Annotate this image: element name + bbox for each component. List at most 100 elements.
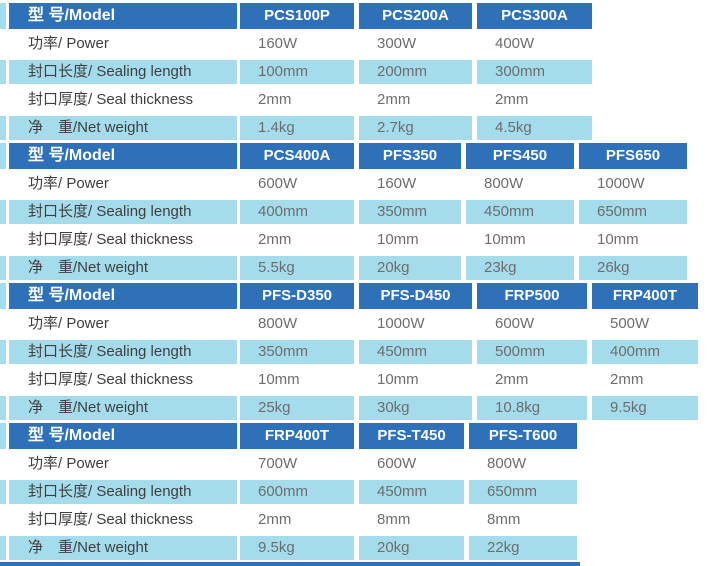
spec-value-cell: 600W — [477, 312, 587, 336]
spec-value-cell: 20kg — [359, 256, 461, 280]
spec-section-2: 型 号/Model PCS400A PFS350 PFS450 PFS650 功率/ Po… — [0, 142, 707, 282]
left-stripe — [0, 340, 6, 364]
left-stripe — [0, 60, 6, 84]
model-name-cell: PFS-D350 — [240, 283, 354, 309]
spec-value-cell: 2mm — [240, 228, 354, 252]
spec-value-cell: 2mm — [477, 88, 592, 112]
spec-value-cell: 2mm — [477, 368, 587, 392]
model-header-label: 型 号/Model — [9, 423, 237, 449]
row-label: 封口长度/ Sealing length — [9, 200, 237, 224]
row-label: 功率/ Power — [9, 32, 237, 56]
model-header-label: 型 号/Model — [9, 143, 237, 169]
row-label: 封口长度/ Sealing length — [9, 480, 237, 504]
model-name-cell: PFS-T600 — [469, 423, 577, 449]
spec-value-cell: 160W — [359, 172, 461, 196]
spec-value-cell: 650mm — [469, 480, 577, 504]
row-label: 净 重/Net weight — [9, 116, 237, 140]
spec-value-cell: 600W — [240, 172, 354, 196]
spec-section-3: 型 号/Model PFS-D350 PFS-D450 FRP500 FRP400T 功率… — [0, 282, 707, 422]
left-stripe — [0, 396, 6, 420]
spec-value-cell: 400mm — [240, 200, 354, 224]
row-label: 功率/ Power — [9, 312, 237, 336]
spec-value-cell: 2.7kg — [359, 116, 472, 140]
model-header-label: 型 号/Model — [9, 3, 237, 29]
model-name-cell: PFS450 — [466, 143, 574, 169]
spec-value-cell: 2mm — [592, 368, 698, 392]
row-label: 功率/ Power — [9, 452, 237, 476]
spec-row: 封口厚度/ Seal thickness 2mm 8mm 8mm — [0, 506, 707, 534]
spec-value-cell: 1.4kg — [240, 116, 354, 140]
spec-value-cell: 350mm — [240, 340, 354, 364]
model-header-row: 型 号/Model PCS100P PCS200A PCS300A — [0, 2, 707, 30]
spec-value-cell: 9.5kg — [240, 536, 354, 560]
spec-row: 封口长度/ Sealing length 600mm 450mm 650mm — [0, 478, 707, 506]
spec-row: 净 重/Net weight 9.5kg 20kg 22kg — [0, 534, 707, 562]
row-label: 净 重/Net weight — [9, 256, 237, 280]
row-label: 功率/ Power — [9, 172, 237, 196]
model-header-row: 型 号/Model PCS400A PFS350 PFS450 PFS650 — [0, 142, 707, 170]
spec-row: 净 重/Net weight 1.4kg 2.7kg 4.5kg — [0, 114, 707, 142]
spec-value-cell: 800W — [469, 452, 577, 476]
spec-value-cell: 9.5kg — [592, 396, 698, 420]
spec-value-cell: 200mm — [359, 60, 472, 84]
spec-value-cell: 160W — [240, 32, 354, 56]
table-bottom-border — [0, 562, 580, 566]
left-stripe — [0, 312, 6, 336]
model-name-cell: FRP500 — [477, 283, 587, 309]
model-name-cell: FRP400T — [592, 283, 698, 309]
spec-value-cell: 1000W — [359, 312, 472, 336]
left-stripe — [0, 32, 6, 56]
left-stripe — [0, 508, 6, 532]
row-label: 封口厚度/ Seal thickness — [9, 368, 237, 392]
spec-value-cell: 4.5kg — [477, 116, 592, 140]
spec-row: 封口长度/ Sealing length 100mm 200mm 300mm — [0, 58, 707, 86]
spec-value-cell: 450mm — [466, 200, 574, 224]
spec-value-cell: 2mm — [240, 88, 354, 112]
spec-row: 功率/ Power 800W 1000W 600W 500W — [0, 310, 707, 338]
spec-row: 封口厚度/ Seal thickness 10mm 10mm 2mm 2mm — [0, 366, 707, 394]
left-stripe — [0, 116, 6, 140]
spec-value-cell: 500mm — [477, 340, 587, 364]
model-name-cell: PFS-T450 — [359, 423, 464, 449]
spec-row: 功率/ Power 600W 160W 800W 1000W — [0, 170, 707, 198]
left-stripe — [0, 256, 6, 280]
spec-value-cell: 10.8kg — [477, 396, 587, 420]
row-label: 封口长度/ Sealing length — [9, 60, 237, 84]
row-label: 净 重/Net weight — [9, 396, 237, 420]
left-stripe — [0, 88, 6, 112]
spec-value-cell: 100mm — [240, 60, 354, 84]
spec-value-cell: 23kg — [466, 256, 574, 280]
left-stripe — [0, 200, 6, 224]
spec-value-cell: 400W — [477, 32, 592, 56]
left-stripe — [0, 172, 6, 196]
spec-value-cell: 10mm — [240, 368, 354, 392]
left-stripe — [0, 480, 6, 504]
spec-row: 净 重/Net weight 25kg 30kg 10.8kg 9.5kg — [0, 394, 707, 422]
spec-value-cell: 800W — [240, 312, 354, 336]
spec-value-cell: 450mm — [359, 340, 472, 364]
spec-value-cell: 1000W — [579, 172, 687, 196]
spec-value-cell: 800W — [466, 172, 574, 196]
spec-value-cell: 700W — [240, 452, 354, 476]
spec-value-cell: 650mm — [579, 200, 687, 224]
spec-row: 封口厚度/ Seal thickness 2mm 10mm 10mm 10mm — [0, 226, 707, 254]
spec-value-cell: 600W — [359, 452, 464, 476]
row-label: 净 重/Net weight — [9, 536, 237, 560]
left-stripe — [0, 423, 6, 449]
spec-row: 封口厚度/ Seal thickness 2mm 2mm 2mm — [0, 86, 707, 114]
spec-value-cell: 2mm — [240, 508, 354, 532]
model-header-label: 型 号/Model — [9, 283, 237, 309]
left-stripe — [0, 452, 6, 476]
row-label: 封口厚度/ Seal thickness — [9, 228, 237, 252]
spec-value-cell: 5.5kg — [240, 256, 354, 280]
model-name-cell: PFS650 — [579, 143, 687, 169]
spec-row: 封口长度/ Sealing length 400mm 350mm 450mm 650mm — [0, 198, 707, 226]
spec-value-cell: 25kg — [240, 396, 354, 420]
left-stripe — [0, 368, 6, 392]
model-name-cell: FRP400T — [240, 423, 354, 449]
spec-value-cell: 10mm — [359, 368, 472, 392]
spec-row: 功率/ Power 700W 600W 800W — [0, 450, 707, 478]
row-label: 封口厚度/ Seal thickness — [9, 508, 237, 532]
